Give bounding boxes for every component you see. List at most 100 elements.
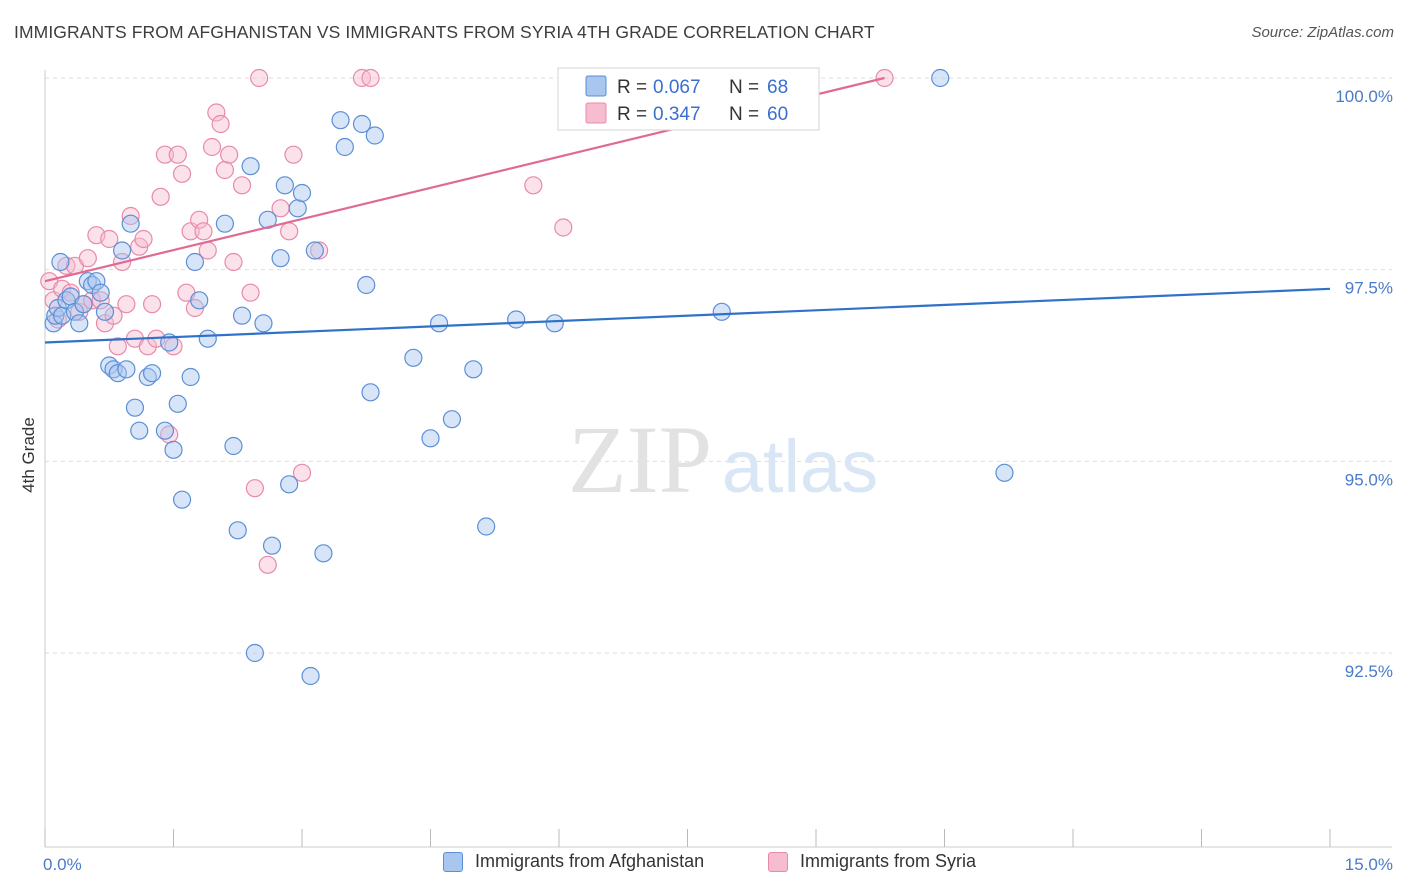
point-afghanistan: [241, 157, 260, 176]
point-afghanistan: [185, 252, 205, 272]
point-syria: [211, 114, 230, 134]
legend-r-label-syria: R =: [617, 104, 647, 125]
y-tick-labels: 92.5% 95.0% 97.5% 100.0%: [1335, 87, 1393, 681]
point-afghanistan: [117, 360, 136, 379]
legend-swatch-syria-bottom: [768, 851, 788, 872]
legend-label-syria: Immigrants from Syria: [800, 851, 977, 871]
point-afghanistan: [51, 252, 70, 272]
axes: [44, 70, 1392, 848]
point-afghanistan: [245, 643, 264, 663]
point-syria: [245, 479, 264, 498]
legend-item-afghanistan: Immigrants from Afghanistan: [443, 851, 704, 872]
point-syria: [554, 218, 573, 237]
point-syria: [134, 229, 153, 249]
point-afghanistan: [190, 291, 209, 310]
x-tick-label: 0.0%: [43, 855, 82, 874]
x-tick-label: 15.0%: [1345, 855, 1393, 874]
point-afghanistan: [464, 360, 483, 379]
point-afghanistan: [545, 314, 564, 333]
point-syria: [292, 463, 312, 482]
point-afghanistan: [112, 241, 132, 260]
point-syria: [190, 210, 209, 229]
point-syria: [91, 291, 110, 310]
legend-n-label-afghanistan: N =: [729, 77, 759, 98]
point-syria: [117, 295, 136, 314]
legend-item-syria: Immigrants from Syria: [768, 851, 976, 872]
point-syria: [258, 555, 277, 574]
point-syria: [232, 176, 252, 195]
legend-n-label-syria: N =: [729, 104, 759, 125]
legend-swatch-afghanistan-bottom: [443, 851, 463, 872]
chart-title: IMMIGRANTS FROM AFGHANISTAN VS IMMIGRANT…: [14, 22, 875, 42]
legend-label-afghanistan: Immigrants from Afghanistan: [475, 851, 705, 871]
legend-r-value-syria: 0.347: [653, 104, 701, 125]
point-afghanistan: [262, 536, 282, 555]
point-afghanistan: [215, 214, 234, 233]
point-afghanistan: [70, 314, 89, 333]
point-afghanistan: [712, 302, 731, 321]
point-syria: [172, 164, 192, 183]
point-afghanistan: [130, 421, 149, 440]
point-syria: [194, 222, 213, 241]
point-afghanistan: [301, 666, 320, 686]
y-tick-label: 97.5%: [1345, 279, 1393, 298]
point-syria: [284, 145, 303, 164]
point-syria: [215, 160, 234, 180]
point-afghanistan: [91, 283, 110, 302]
point-afghanistan: [74, 295, 93, 314]
point-afghanistan: [142, 364, 162, 383]
point-syria: [207, 103, 226, 122]
point-afghanistan: [507, 310, 526, 329]
legend-r-value-afghanistan: 0.067: [653, 77, 701, 98]
y-tick-label: 100.0%: [1335, 87, 1393, 106]
point-syria: [142, 295, 162, 314]
y-tick-label: 95.0%: [1345, 470, 1393, 489]
legend-n-value-afghanistan: 68: [767, 77, 788, 98]
point-afghanistan: [314, 544, 333, 563]
x-tick-labels: 0.0% 15.0%: [43, 855, 1393, 874]
point-afghanistan: [108, 364, 127, 383]
point-afghanistan: [172, 490, 192, 509]
legend-swatch-afghanistan: [585, 75, 607, 97]
point-syria: [168, 145, 187, 164]
trend-line-afghanistan: [44, 287, 1331, 344]
series-afghanistan-points: [44, 68, 1014, 686]
point-afghanistan: [305, 241, 324, 260]
point-syria: [224, 252, 243, 272]
point-afghanistan: [931, 68, 950, 88]
point-afghanistan: [365, 126, 384, 145]
y-tick-label: 92.5%: [1345, 662, 1393, 681]
point-afghanistan: [477, 517, 496, 536]
point-afghanistan: [331, 111, 350, 130]
point-syria: [361, 68, 380, 88]
legend-swatch-syria: [585, 102, 607, 124]
point-syria: [524, 176, 543, 195]
point-afghanistan: [421, 429, 440, 448]
source-label: Source: ZipAtlas.com: [1251, 24, 1394, 41]
point-afghanistan: [404, 348, 423, 367]
point-afghanistan: [121, 214, 140, 233]
point-afghanistan: [995, 463, 1014, 482]
point-afghanistan: [232, 306, 252, 325]
point-syria: [241, 283, 260, 302]
point-afghanistan: [271, 249, 290, 268]
watermark: ZIP atlas: [568, 406, 878, 513]
point-syria: [202, 137, 222, 157]
point-syria: [310, 241, 329, 260]
point-afghanistan: [198, 329, 217, 348]
point-syria: [151, 187, 170, 206]
legend-n-value-syria: 60: [767, 104, 788, 125]
stats-legend: R = 0.067 N = 68 R = 0.347 N = 60: [557, 67, 820, 131]
series-legend: Immigrants from Afghanistan Immigrants f…: [0, 851, 1406, 879]
point-syria: [121, 206, 140, 226]
legend-r-label-afghanistan: R =: [617, 77, 647, 98]
point-afghanistan: [228, 521, 247, 540]
point-syria: [78, 249, 97, 268]
point-afghanistan: [224, 436, 243, 456]
point-afghanistan: [275, 176, 294, 195]
point-afghanistan: [87, 272, 106, 291]
point-syria: [104, 306, 123, 325]
point-afghanistan: [288, 199, 307, 218]
point-afghanistan: [125, 398, 145, 417]
point-afghanistan: [361, 383, 380, 402]
